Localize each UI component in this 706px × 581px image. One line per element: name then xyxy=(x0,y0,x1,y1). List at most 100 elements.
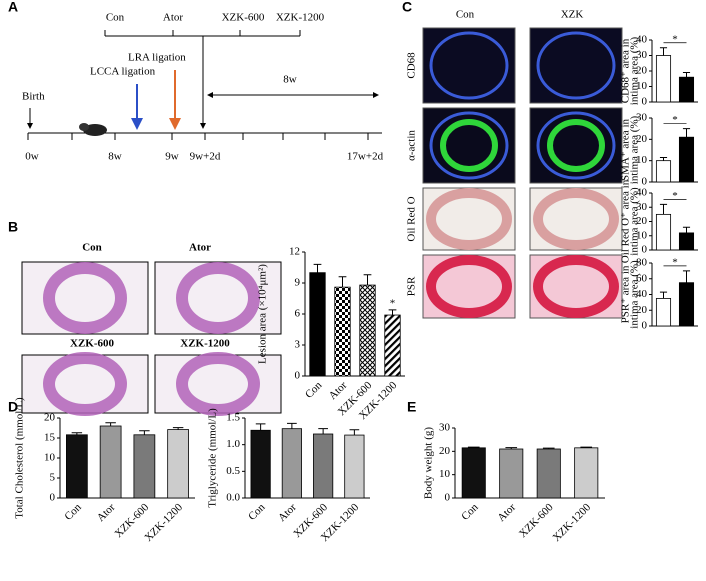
vessel-ring xyxy=(43,352,127,416)
y-axis-label: Oil Red O⁺ area in xyxy=(620,179,632,263)
panel-label: E xyxy=(407,399,416,415)
y-tick-label: 6 xyxy=(295,308,301,320)
group-label: XZK-600 xyxy=(222,12,265,24)
y-tick-label: 20 xyxy=(636,304,648,316)
bar xyxy=(655,298,672,327)
y-tick-label: 10 xyxy=(44,452,56,464)
error-bar xyxy=(349,429,360,436)
y-tick-label: 40 xyxy=(636,34,648,46)
y-axis-label: Lesion area (×10⁴μm²) xyxy=(257,264,269,364)
bar xyxy=(99,425,122,499)
error-bar xyxy=(388,309,397,316)
panel-label: B xyxy=(8,219,18,235)
bar xyxy=(384,314,401,377)
y-axis-label: SMA⁺ area in xyxy=(620,118,632,181)
y-axis-label: intima area (%) xyxy=(629,187,641,256)
x-tick-label: Con xyxy=(303,379,325,401)
y-tick-label: 0.0 xyxy=(226,492,240,504)
error-bar xyxy=(682,128,691,138)
panel-label: D xyxy=(8,399,18,415)
event-label: LRA ligation xyxy=(128,52,186,64)
y-tick-label: 80 xyxy=(636,257,648,269)
bar xyxy=(678,232,695,251)
x-tick-label: Con xyxy=(62,501,84,523)
y-tick-label: 0 xyxy=(50,492,56,504)
error-bar xyxy=(682,226,691,233)
bar xyxy=(167,429,189,499)
bar xyxy=(574,447,599,499)
time-label: 0w xyxy=(25,151,39,163)
error-bar xyxy=(505,447,518,449)
bar xyxy=(250,429,271,499)
significance-mark: * xyxy=(672,33,678,45)
row-label: α-actin xyxy=(406,130,418,161)
error-bar xyxy=(542,447,555,449)
column-label: Con xyxy=(456,9,475,21)
bar xyxy=(133,434,156,499)
bar xyxy=(678,76,695,103)
error-bar xyxy=(318,428,328,434)
stain-image xyxy=(529,27,623,104)
event-label: Birth xyxy=(22,91,45,103)
vessel-ring xyxy=(536,31,616,100)
error-bar xyxy=(105,422,116,426)
error-bar xyxy=(659,203,668,215)
y-tick-label: 1.0 xyxy=(226,438,240,450)
y-axis-label: CD68⁺ area in xyxy=(620,38,632,103)
x-tick-label: Ator xyxy=(276,501,299,524)
y-tick-label: 60 xyxy=(636,272,648,284)
vessel-ring xyxy=(533,255,619,318)
y-tick-label: 9 xyxy=(295,277,301,289)
y-tick-label: 40 xyxy=(636,288,648,300)
error-bar xyxy=(287,422,297,429)
x-tick-label: Ator xyxy=(495,501,518,524)
y-tick-label: 0 xyxy=(295,370,301,382)
error-bar xyxy=(313,263,322,273)
y-axis-label: Body weight (g) xyxy=(423,427,435,499)
image-label: Ator xyxy=(189,242,211,254)
error-bar xyxy=(580,446,593,448)
bar xyxy=(655,160,672,183)
x-tick-label: Con xyxy=(459,501,481,523)
bar xyxy=(655,213,672,251)
bar xyxy=(461,447,486,499)
vessel-ring xyxy=(429,31,509,100)
group-label: XZK-1200 xyxy=(276,12,325,24)
bar xyxy=(499,448,524,499)
vessel-ring xyxy=(533,188,619,250)
column-label: XZK xyxy=(561,9,584,21)
x-tick-label: Ator xyxy=(95,501,118,524)
error-bar xyxy=(467,446,480,448)
image-label: XZK-1200 xyxy=(180,338,230,350)
y-axis-label: intima area (%) xyxy=(629,260,641,329)
y-tick-label: 10 xyxy=(439,468,451,480)
group-label: Con xyxy=(106,12,125,24)
y-tick-label: 12 xyxy=(289,246,300,258)
error-bar xyxy=(363,274,372,286)
bar xyxy=(344,434,365,499)
y-axis-label: Triglyceride (mmol/L) xyxy=(207,408,219,508)
vessel-ring xyxy=(536,111,616,180)
bar xyxy=(655,55,672,103)
bar xyxy=(66,434,88,499)
vessel-ring xyxy=(176,352,260,416)
time-label: 17w+2d xyxy=(347,151,384,163)
image-label: XZK-600 xyxy=(70,338,115,350)
y-tick-label: 3 xyxy=(295,339,301,351)
bar xyxy=(281,428,302,499)
y-tick-label: 15 xyxy=(44,432,56,444)
y-tick-label: 20 xyxy=(636,65,648,77)
event-label: LCCA ligation xyxy=(90,66,156,78)
x-tick-label: XZK-600 xyxy=(517,501,556,540)
lra-box xyxy=(122,49,202,67)
bar xyxy=(334,286,351,377)
error-bar xyxy=(659,291,668,299)
y-tick-label: 0 xyxy=(642,244,648,256)
row-label: Oil Red O xyxy=(406,196,418,241)
time-label: 9w xyxy=(165,151,179,163)
error-bar xyxy=(71,432,83,435)
vessel-ring xyxy=(429,111,509,180)
x-tick-label: XZK-1200 xyxy=(551,501,594,544)
bar xyxy=(359,284,376,377)
y-tick-label: 0 xyxy=(642,320,648,332)
